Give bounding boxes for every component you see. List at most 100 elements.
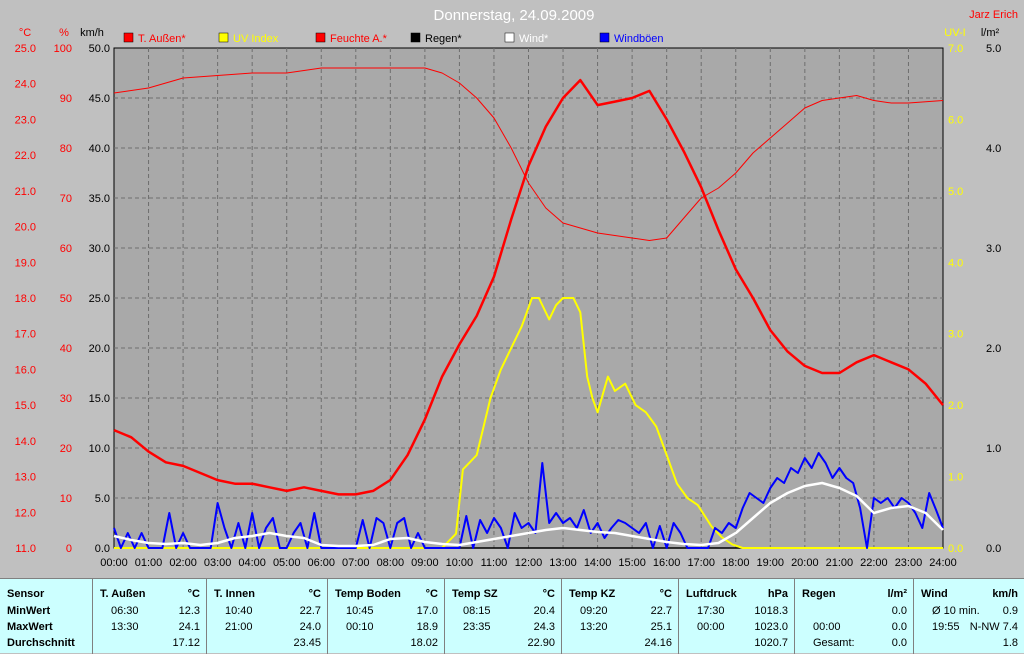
- legend-item: Wind*: [504, 32, 549, 45]
- temp-tick-label: 19.0: [15, 257, 36, 269]
- time-tick-label: 01:00: [135, 557, 163, 569]
- min-value: 1018.3: [754, 605, 788, 617]
- humidity-tick-label: 0: [66, 543, 72, 555]
- avg-value: 18.02: [410, 637, 438, 649]
- humidity-tick-label: 60: [60, 243, 72, 255]
- humidity-tick-label: 20: [60, 443, 72, 455]
- max-time: 19:55: [932, 621, 960, 633]
- min-value: 0.0: [891, 605, 907, 617]
- wind-tick-label: 50.0: [89, 43, 110, 55]
- humidity-tick-label: 100: [54, 43, 72, 55]
- table-column: T. Innen °C 10:40 22.7 21:00 24.0 23.45: [206, 579, 327, 654]
- grid: [114, 48, 943, 548]
- legend-item: Feuchte A.*: [315, 32, 388, 45]
- temp-tick-label: 16.0: [15, 364, 36, 376]
- avg-value: 23.45: [293, 637, 321, 649]
- column-unit: km/h: [992, 588, 1018, 600]
- rain-tick-label: 1.0: [986, 443, 1001, 455]
- author-label: Jarz Erich: [969, 9, 1018, 21]
- uv-tick-label: 7.0: [948, 43, 963, 55]
- time-tick-label: 05:00: [273, 557, 301, 569]
- time-tick-label: 03:00: [204, 557, 232, 569]
- max-value: 24.0: [299, 621, 321, 633]
- min-time: 06:30: [111, 605, 139, 617]
- time-tick-label: 00:00: [100, 557, 128, 569]
- time-tick-label: 23:00: [895, 557, 923, 569]
- time-tick-label: 13:00: [549, 557, 577, 569]
- temp-tick-label: 21.0: [15, 186, 36, 198]
- wind-tick-label: 5.0: [95, 493, 110, 505]
- temp-tick-label: 15.0: [15, 400, 36, 412]
- min-time: 17:30: [697, 605, 725, 617]
- legend-swatch: [218, 32, 229, 43]
- time-tick-label: 06:00: [307, 557, 335, 569]
- rain-tick-label: 3.0: [986, 243, 1001, 255]
- avg-value: 17.12: [172, 637, 200, 649]
- wind-tick-label: 0.0: [95, 543, 110, 555]
- max-time: 13:30: [111, 621, 139, 633]
- table-column: Regen l/m² 0.0 00:00 0.0 Gesamt: 0.0: [794, 579, 913, 654]
- time-tick-label: 19:00: [757, 557, 785, 569]
- time-tick-label: 17:00: [687, 557, 715, 569]
- temp-tick-label: 25.0: [15, 43, 36, 55]
- legend-swatch: [599, 32, 610, 43]
- uv-tick-label: 5.0: [948, 186, 963, 198]
- legend-swatch: [123, 32, 134, 43]
- series-line-feuchte-a: [113, 67, 944, 241]
- summary-table: Sensor MinWert MaxWert Durchschnitt T. Außen…: [0, 578, 1024, 654]
- uv-unit-label: UV-I: [944, 27, 965, 39]
- column-unit: °C: [308, 588, 321, 600]
- column-header: Temp SZ: [452, 588, 498, 600]
- max-time: 00:00: [697, 621, 725, 633]
- wind-unit-label: km/h: [80, 27, 104, 39]
- max-value: 24.3: [533, 621, 555, 633]
- legend-label: Wind*: [519, 33, 549, 45]
- humidity-tick-label: 40: [60, 343, 72, 355]
- temp-tick-label: 22.0: [15, 150, 36, 162]
- table-column: Wind km/h Ø 10 min. 0.9 19:55 N-NW 7.4 1.8: [913, 579, 1024, 654]
- avg-value: 1.8: [1002, 637, 1018, 649]
- tick-labels: 00:00 01:00 02:00 03:00 04:00 05:00 06:00 07:00…: [15, 43, 1002, 569]
- column-unit: °C: [187, 588, 200, 600]
- legend-label: Regen*: [425, 33, 462, 45]
- time-tick-label: 10:00: [446, 557, 474, 569]
- max-value: 0.0: [891, 621, 907, 633]
- max-time: 00:00: [813, 621, 841, 633]
- max-value: N-NW 7.4: [969, 621, 1018, 633]
- max-time: 13:20: [580, 621, 608, 633]
- legend-label: Feuchte A.*: [330, 33, 388, 45]
- legend-swatch: [315, 32, 326, 43]
- series-line-wind: [113, 481, 944, 548]
- temp-tick-label: 24.0: [15, 79, 36, 91]
- time-tick-label: 20:00: [791, 557, 819, 569]
- column-header: Temp Boden: [335, 588, 401, 600]
- table-column: Luftdruck hPa 17:30 1018.3 00:00 1023.0 1020.7: [678, 579, 794, 654]
- temp-tick-label: 13.0: [15, 472, 36, 484]
- row-label: Durchschnitt: [7, 637, 75, 649]
- uv-tick-label: 6.0: [948, 114, 963, 126]
- min-value: 22.7: [650, 605, 672, 617]
- temp-tick-label: 17.0: [15, 329, 36, 341]
- rain-tick-label: 5.0: [986, 43, 1001, 55]
- max-value: 24.1: [178, 621, 200, 633]
- series-line-t-au-en: [113, 78, 944, 496]
- column-header: Temp KZ: [569, 588, 616, 600]
- legend-item: T. Außen*: [123, 32, 186, 45]
- rain-tick-label: 0.0: [986, 543, 1001, 555]
- legend-label: Windböen: [614, 33, 664, 45]
- wind-tick-label: 40.0: [89, 143, 110, 155]
- column-unit: hPa: [767, 588, 788, 600]
- column-unit: °C: [542, 588, 555, 600]
- table-column: Temp KZ °C 09:20 22.7 13:20 25.1 24.16: [561, 579, 678, 654]
- min-time: 09:20: [580, 605, 608, 617]
- max-value: 25.1: [650, 621, 672, 633]
- min-time: Ø 10 min.: [932, 605, 980, 617]
- column-unit: °C: [425, 588, 438, 600]
- temp-tick-label: 11.0: [15, 543, 36, 555]
- time-tick-label: 12:00: [515, 557, 543, 569]
- min-time: 10:45: [346, 605, 374, 617]
- humidity-tick-label: 50: [60, 293, 72, 305]
- time-tick-label: 02:00: [169, 557, 197, 569]
- time-tick-label: 04:00: [238, 557, 266, 569]
- chart-title: Donnerstag, 24.09.2009: [434, 7, 595, 24]
